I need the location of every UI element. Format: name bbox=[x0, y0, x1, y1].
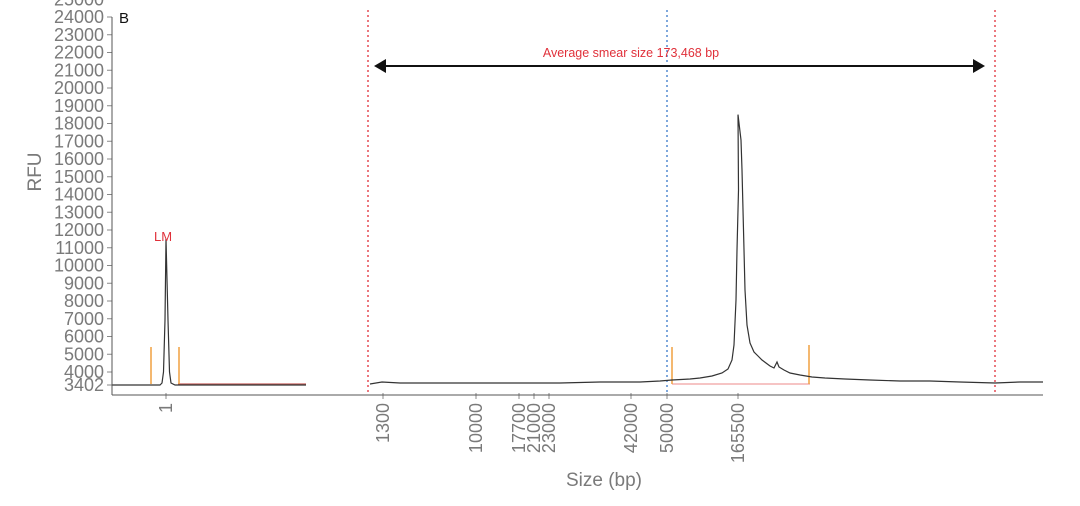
y-tick-label: 11000 bbox=[55, 238, 104, 258]
x-tick-label: 50000 bbox=[657, 403, 677, 453]
y-tick-label: 10000 bbox=[54, 256, 104, 276]
x-tick-label: 42000 bbox=[621, 403, 641, 453]
x-tick-label: 10000 bbox=[466, 403, 486, 453]
x-tick-label: 165500 bbox=[728, 403, 748, 463]
axes bbox=[111, 17, 1043, 396]
lm-peak-label: LM bbox=[154, 229, 172, 244]
smear-span-arrowhead-right bbox=[973, 59, 985, 73]
y-tick-label: 22000 bbox=[54, 43, 104, 63]
y-axis-ticks: 3402400050006000700080009000100001100012… bbox=[54, 0, 112, 395]
guide-lines bbox=[150, 10, 996, 395]
y-tick-label: 14000 bbox=[54, 185, 104, 205]
x-tick-label: 17700 bbox=[509, 403, 529, 453]
y-tick-label: 20000 bbox=[54, 78, 104, 98]
average-smear-annotation: Average smear size 173,468 bp bbox=[543, 46, 719, 60]
smear-span-arrowhead-left bbox=[374, 59, 386, 73]
y-tick-label: 9000 bbox=[64, 273, 104, 293]
y-tick-label: 17000 bbox=[54, 131, 104, 151]
x-axis-title: Size (bp) bbox=[566, 470, 642, 491]
y-tick-label: 19000 bbox=[54, 96, 104, 116]
y-tick-label: 13000 bbox=[54, 202, 104, 222]
x-tick-label: 21000 bbox=[524, 403, 544, 453]
panel-label: B bbox=[119, 10, 129, 27]
y-tick-label: 16000 bbox=[54, 149, 104, 169]
y-tick-label: 7000 bbox=[64, 309, 104, 329]
y-tick-label: 24000 bbox=[54, 7, 104, 27]
y-tick-label: 21000 bbox=[54, 60, 104, 80]
x-tick-label: 1 bbox=[156, 403, 176, 413]
y-tick-label: 3402 bbox=[64, 375, 104, 395]
y-tick-label: 23000 bbox=[54, 25, 104, 45]
x-tick-label: 1300 bbox=[373, 403, 393, 443]
x-tick-label: 23000 bbox=[539, 403, 559, 453]
y-tick-label: 4000 bbox=[64, 362, 104, 382]
annotation-layer bbox=[374, 59, 985, 73]
y-tick-label: 25000 bbox=[54, 0, 104, 9]
y-tick-label: 8000 bbox=[64, 291, 104, 311]
y-tick-label: 5000 bbox=[64, 344, 104, 364]
y-tick-label: 6000 bbox=[64, 327, 104, 347]
trace-layer bbox=[112, 114, 1043, 386]
y-tick-label: 18000 bbox=[54, 114, 104, 134]
y-axis-title: RFU bbox=[25, 152, 46, 191]
main-smear-trace bbox=[369, 114, 1043, 385]
lm-peak-trace bbox=[112, 238, 306, 386]
y-tick-label: 12000 bbox=[54, 220, 104, 240]
y-tick-label: 15000 bbox=[54, 167, 104, 187]
